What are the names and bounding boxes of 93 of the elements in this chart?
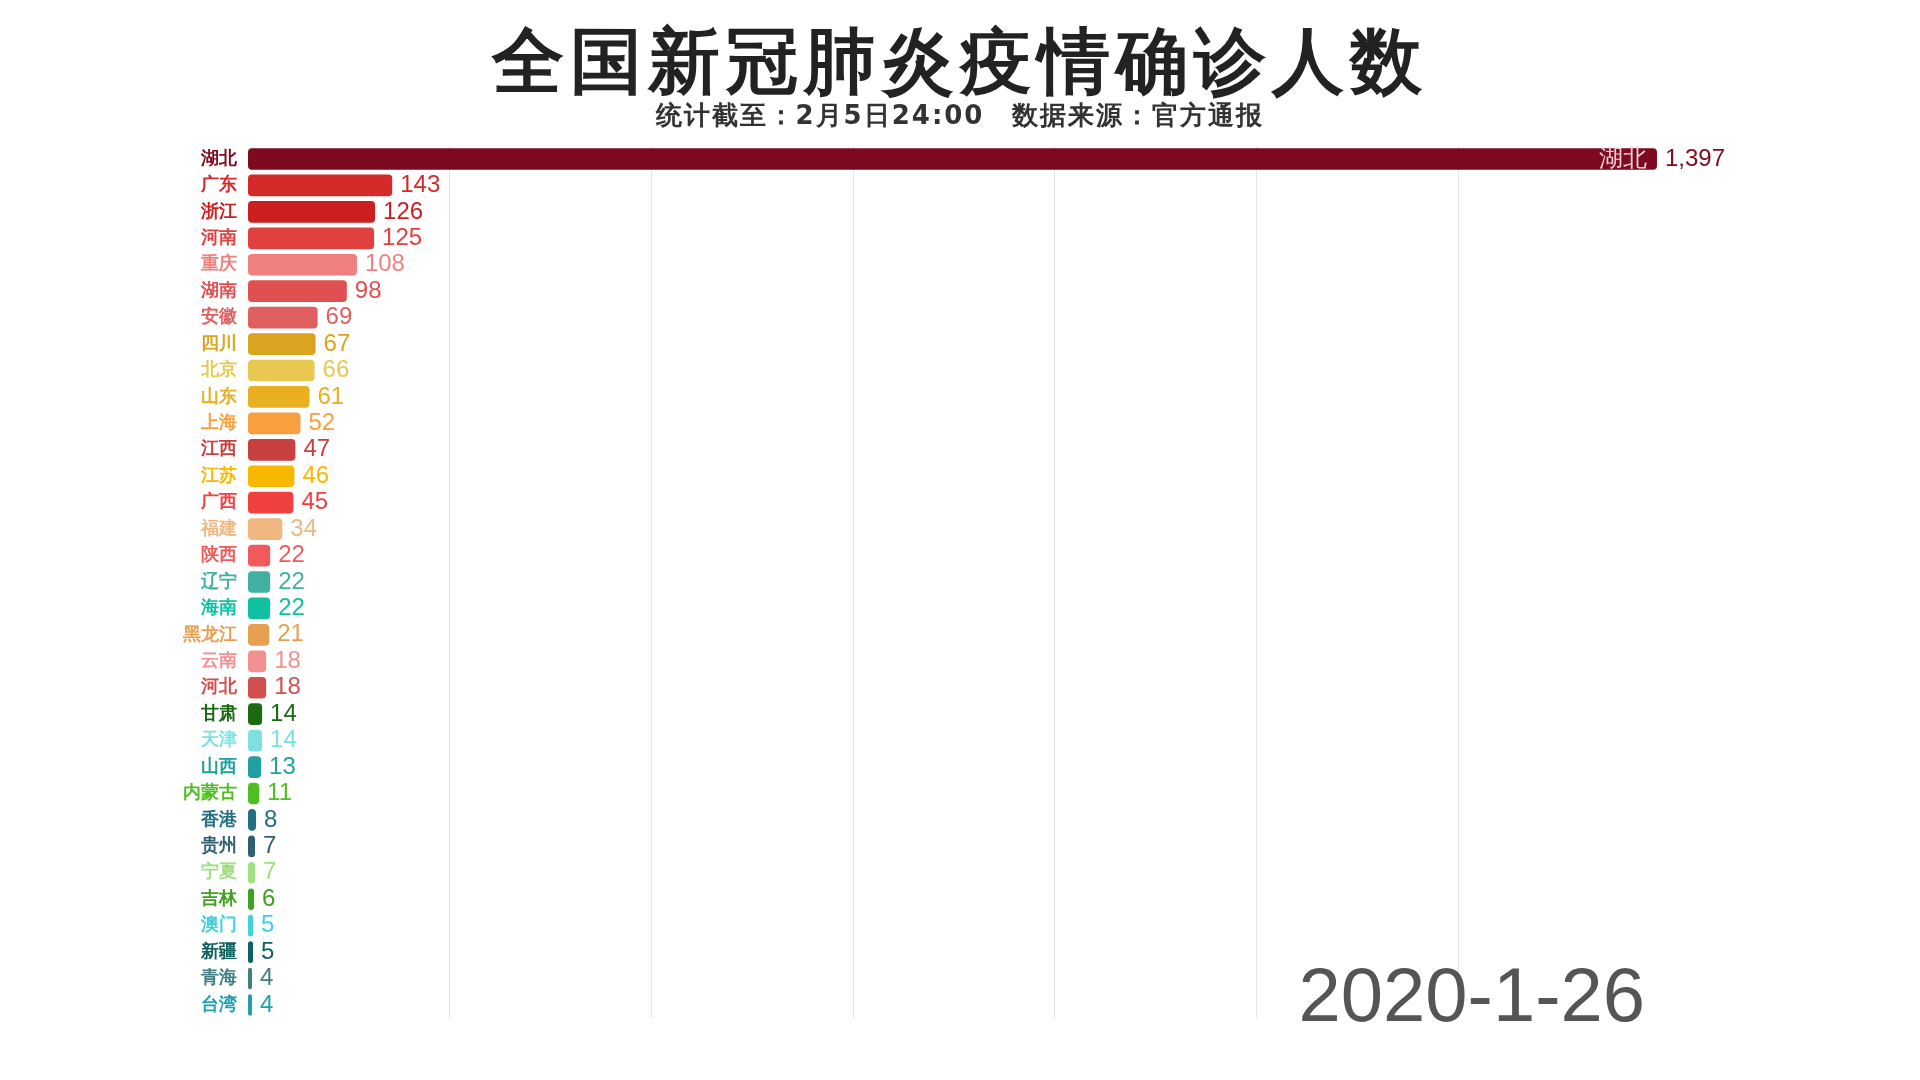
data-label: 4 <box>260 989 274 1017</box>
bar <box>248 624 270 646</box>
y-tick-label: 浙江 <box>200 199 237 221</box>
y-tick-label: 福建 <box>200 516 237 538</box>
y-tick-label: 澳门 <box>200 913 237 935</box>
data-label: 11 <box>267 778 293 806</box>
y-tick-label: 四川 <box>201 331 237 353</box>
y-tick-label: 江苏 <box>200 463 237 485</box>
data-label: 98 <box>354 275 382 303</box>
data-label: 18 <box>274 645 301 673</box>
y-tick-label: 辽宁 <box>200 569 237 591</box>
data-label: 22 <box>278 593 305 621</box>
data-label: 61 <box>317 381 345 409</box>
data-label: 22 <box>278 566 305 594</box>
y-tick-label: 湖北 <box>200 146 238 168</box>
data-label: 52 <box>308 408 336 436</box>
data-label: 66 <box>322 355 350 383</box>
data-label: 13 <box>269 751 296 779</box>
data-label: 14 <box>270 725 297 753</box>
bar <box>248 491 294 514</box>
bar <box>248 676 267 699</box>
data-label: 69 <box>325 302 353 330</box>
bar <box>248 201 376 223</box>
bar <box>248 571 271 593</box>
data-label: 14 <box>270 698 297 726</box>
data-label: 126 <box>383 196 424 224</box>
bar <box>248 253 357 276</box>
chart-subtitle: 统计截至：2月5日24:00 数据来源：官方通报 <box>654 99 1266 132</box>
data-label: 22 <box>278 540 305 568</box>
bar <box>248 386 310 408</box>
y-tick-label: 上海 <box>200 411 237 433</box>
data-label: 45 <box>301 487 329 515</box>
y-tick-label: 广东 <box>200 173 237 195</box>
data-label: 5 <box>261 936 275 964</box>
y-tick-label: 内蒙古 <box>183 781 237 803</box>
data-label: 7 <box>263 830 277 858</box>
bar <box>248 280 347 303</box>
bar <box>248 359 315 382</box>
data-label: 4 <box>260 963 274 991</box>
y-tick-label: 北京 <box>200 358 237 380</box>
y-tick-label: 新疆 <box>200 939 237 961</box>
bar <box>248 438 296 461</box>
data-label: 143 <box>400 170 441 198</box>
data-label: 1,397 <box>1664 143 1726 171</box>
y-tick-label: 香港 <box>200 807 238 829</box>
y-tick-label: 台湾 <box>201 992 237 1014</box>
bar <box>248 465 295 488</box>
data-label: 67 <box>323 328 351 356</box>
bar <box>248 544 271 567</box>
y-tick-label: 甘肃 <box>200 701 237 723</box>
data-label: 125 <box>382 222 423 250</box>
data-label: 46 <box>302 460 330 488</box>
annotation: 2020-1-26 <box>1298 951 1645 1038</box>
data-label: 18 <box>274 672 301 700</box>
bar <box>248 729 263 752</box>
data-label: 5 <box>261 910 275 938</box>
y-tick-label: 山西 <box>201 754 237 776</box>
bar <box>248 227 375 250</box>
y-tick-label: 河南 <box>200 226 237 247</box>
y-tick-label: 宁夏 <box>201 860 237 882</box>
annotation: 湖北 <box>1598 143 1647 171</box>
y-tick-label: 山东 <box>201 384 237 406</box>
y-tick-label: 陕西 <box>201 543 237 565</box>
y-tick-label: 湖南 <box>200 278 237 300</box>
bar <box>248 650 267 673</box>
bar <box>248 412 301 435</box>
bar <box>248 174 393 197</box>
y-tick-label: 云南 <box>201 648 237 670</box>
bar <box>248 703 263 726</box>
data-label: 108 <box>364 249 405 277</box>
data-label: 7 <box>263 857 277 885</box>
y-tick-label: 河北 <box>200 675 238 697</box>
data-label: 8 <box>264 804 278 832</box>
y-tick-label: 安徽 <box>201 305 238 327</box>
data-label: 21 <box>277 619 304 647</box>
y-tick-label: 江西 <box>200 437 237 459</box>
y-tick-label: 黑龙江 <box>182 622 237 644</box>
bar <box>248 597 271 620</box>
y-tick-label: 吉林 <box>200 886 238 908</box>
bar <box>248 306 318 329</box>
bar <box>248 518 283 540</box>
y-tick-label: 天津 <box>200 728 237 750</box>
data-label: 6 <box>262 883 276 911</box>
data-label: 34 <box>290 513 317 541</box>
bar <box>248 148 1657 170</box>
y-tick-label: 海南 <box>200 596 237 618</box>
y-tick-label: 贵州 <box>200 834 237 856</box>
data-label: 47 <box>303 434 331 462</box>
bar <box>248 333 316 355</box>
bar <box>248 756 262 778</box>
y-tick-label: 重庆 <box>200 252 237 274</box>
y-tick-label: 青海 <box>200 966 237 988</box>
y-tick-label: 广西 <box>200 490 237 512</box>
